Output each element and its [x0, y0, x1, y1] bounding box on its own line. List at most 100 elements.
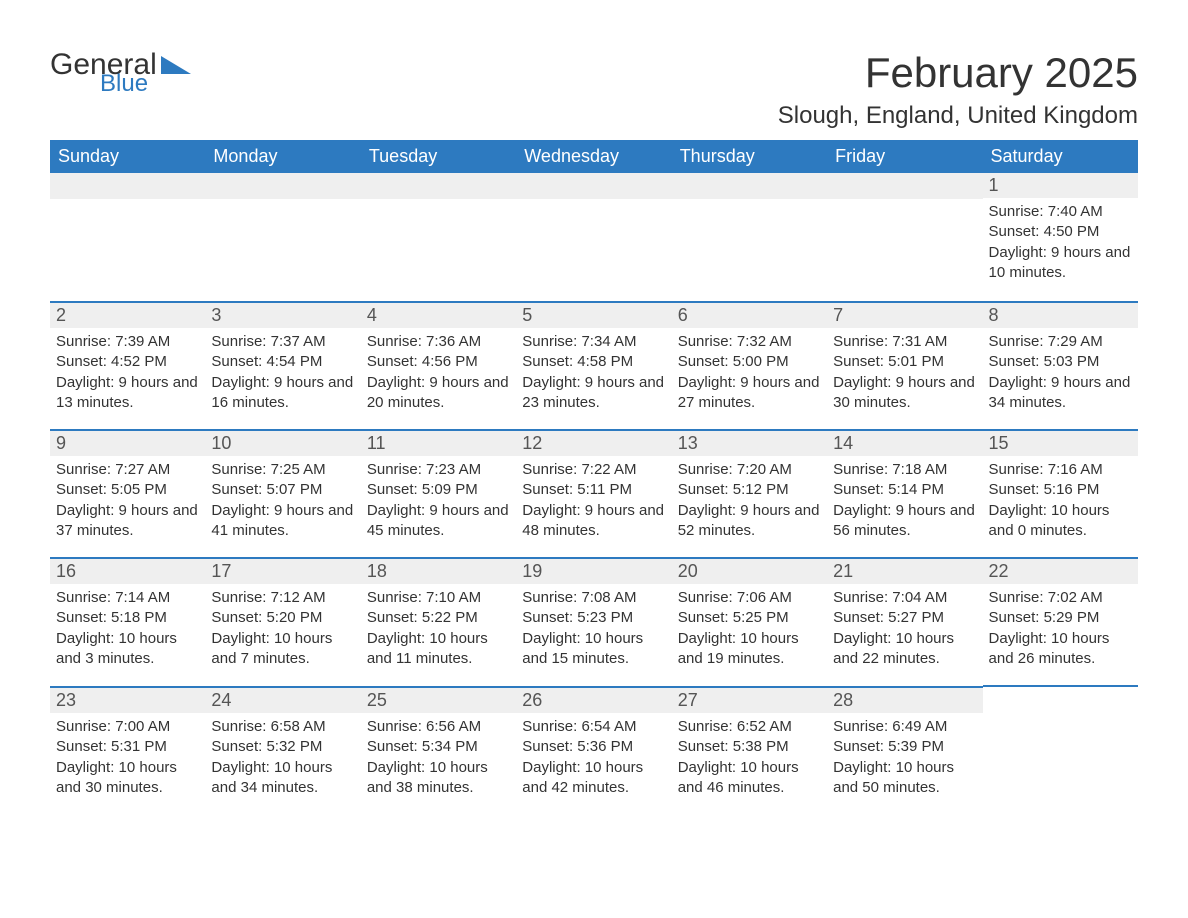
calendar-week-row: 2Sunrise: 7:39 AMSunset: 4:52 PMDaylight…: [50, 301, 1138, 429]
day-number: 21: [827, 557, 982, 584]
sunset-line: Sunset: 5:07 PM: [211, 480, 354, 500]
calendar-cell: 27Sunrise: 6:52 AMSunset: 5:38 PMDayligh…: [672, 686, 827, 815]
sunrise-line: Sunrise: 7:02 AM: [989, 588, 1132, 608]
sunrise-line: Sunrise: 7:39 AM: [56, 332, 199, 352]
daylight-line: Daylight: 10 hours and 50 minutes.: [833, 758, 976, 799]
calendar-body: 1Sunrise: 7:40 AMSunset: 4:50 PMDaylight…: [50, 173, 1138, 815]
calendar-cell: 7Sunrise: 7:31 AMSunset: 5:01 PMDaylight…: [827, 301, 982, 429]
calendar-cell: 16Sunrise: 7:14 AMSunset: 5:18 PMDayligh…: [50, 557, 205, 686]
calendar-cell: 11Sunrise: 7:23 AMSunset: 5:09 PMDayligh…: [361, 429, 516, 557]
day-details: Sunrise: 7:02 AMSunset: 5:29 PMDaylight:…: [983, 584, 1138, 677]
sunrise-line: Sunrise: 7:31 AM: [833, 332, 976, 352]
calendar-cell: 2Sunrise: 7:39 AMSunset: 4:52 PMDaylight…: [50, 301, 205, 429]
calendar-cell: 26Sunrise: 6:54 AMSunset: 5:36 PMDayligh…: [516, 686, 671, 815]
day-details: Sunrise: 7:27 AMSunset: 5:05 PMDaylight:…: [50, 456, 205, 549]
day-number: 26: [516, 686, 671, 713]
daylight-line: Daylight: 10 hours and 46 minutes.: [678, 758, 821, 799]
day-details: Sunrise: 7:14 AMSunset: 5:18 PMDaylight:…: [50, 584, 205, 677]
day-number: 4: [361, 301, 516, 328]
sunset-line: Sunset: 4:56 PM: [367, 352, 510, 372]
daylight-line: Daylight: 9 hours and 20 minutes.: [367, 373, 510, 414]
empty-cell: [516, 173, 671, 199]
day-details: Sunrise: 6:58 AMSunset: 5:32 PMDaylight:…: [205, 713, 360, 806]
day-details: Sunrise: 7:32 AMSunset: 5:00 PMDaylight:…: [672, 328, 827, 421]
sunset-line: Sunset: 5:39 PM: [833, 737, 976, 757]
sunrise-line: Sunrise: 7:04 AM: [833, 588, 976, 608]
daylight-line: Daylight: 10 hours and 15 minutes.: [522, 629, 665, 670]
daylight-line: Daylight: 10 hours and 0 minutes.: [989, 501, 1132, 542]
day-number: 7: [827, 301, 982, 328]
calendar-cell: [672, 173, 827, 301]
sunset-line: Sunset: 5:09 PM: [367, 480, 510, 500]
day-details: Sunrise: 7:06 AMSunset: 5:25 PMDaylight:…: [672, 584, 827, 677]
sunset-line: Sunset: 5:36 PM: [522, 737, 665, 757]
daylight-line: Daylight: 9 hours and 37 minutes.: [56, 501, 199, 542]
sunset-line: Sunset: 4:52 PM: [56, 352, 199, 372]
daylight-line: Daylight: 9 hours and 52 minutes.: [678, 501, 821, 542]
day-number: 14: [827, 429, 982, 456]
day-number: 11: [361, 429, 516, 456]
calendar-week-row: 16Sunrise: 7:14 AMSunset: 5:18 PMDayligh…: [50, 557, 1138, 686]
sunrise-line: Sunrise: 7:34 AM: [522, 332, 665, 352]
daylight-line: Daylight: 10 hours and 3 minutes.: [56, 629, 199, 670]
page-header: General Blue February 2025 Slough, Engla…: [50, 50, 1138, 130]
day-details: Sunrise: 7:40 AMSunset: 4:50 PMDaylight:…: [983, 198, 1138, 291]
day-details: Sunrise: 6:56 AMSunset: 5:34 PMDaylight:…: [361, 713, 516, 806]
daylight-line: Daylight: 9 hours and 13 minutes.: [56, 373, 199, 414]
sunrise-line: Sunrise: 7:12 AM: [211, 588, 354, 608]
empty-cell: [672, 173, 827, 199]
day-details: Sunrise: 7:31 AMSunset: 5:01 PMDaylight:…: [827, 328, 982, 421]
sunrise-line: Sunrise: 7:00 AM: [56, 717, 199, 737]
sunset-line: Sunset: 4:58 PM: [522, 352, 665, 372]
sunrise-line: Sunrise: 7:29 AM: [989, 332, 1132, 352]
calendar-cell: 14Sunrise: 7:18 AMSunset: 5:14 PMDayligh…: [827, 429, 982, 557]
sunset-line: Sunset: 5:03 PM: [989, 352, 1132, 372]
calendar-cell: 12Sunrise: 7:22 AMSunset: 5:11 PMDayligh…: [516, 429, 671, 557]
sunrise-line: Sunrise: 7:20 AM: [678, 460, 821, 480]
sunset-line: Sunset: 5:38 PM: [678, 737, 821, 757]
daylight-line: Daylight: 9 hours and 34 minutes.: [989, 373, 1132, 414]
day-details: Sunrise: 7:34 AMSunset: 4:58 PMDaylight:…: [516, 328, 671, 421]
calendar-cell: 13Sunrise: 7:20 AMSunset: 5:12 PMDayligh…: [672, 429, 827, 557]
day-number: 3: [205, 301, 360, 328]
sunrise-line: Sunrise: 7:14 AM: [56, 588, 199, 608]
daylight-line: Daylight: 10 hours and 42 minutes.: [522, 758, 665, 799]
sunrise-line: Sunrise: 7:27 AM: [56, 460, 199, 480]
sunset-line: Sunset: 5:14 PM: [833, 480, 976, 500]
calendar-cell: 28Sunrise: 6:49 AMSunset: 5:39 PMDayligh…: [827, 686, 982, 815]
calendar-cell: 3Sunrise: 7:37 AMSunset: 4:54 PMDaylight…: [205, 301, 360, 429]
day-details: Sunrise: 7:37 AMSunset: 4:54 PMDaylight:…: [205, 328, 360, 421]
logo-text-sub: Blue: [100, 72, 191, 96]
sunset-line: Sunset: 5:12 PM: [678, 480, 821, 500]
calendar-header-cell: Friday: [827, 140, 982, 173]
day-details: Sunrise: 7:20 AMSunset: 5:12 PMDaylight:…: [672, 456, 827, 549]
day-number: 12: [516, 429, 671, 456]
day-number: 10: [205, 429, 360, 456]
calendar-week-row: 23Sunrise: 7:00 AMSunset: 5:31 PMDayligh…: [50, 686, 1138, 815]
calendar-cell: 5Sunrise: 7:34 AMSunset: 4:58 PMDaylight…: [516, 301, 671, 429]
daylight-line: Daylight: 10 hours and 19 minutes.: [678, 629, 821, 670]
sunset-line: Sunset: 4:50 PM: [989, 222, 1132, 242]
sunset-line: Sunset: 5:32 PM: [211, 737, 354, 757]
sunrise-line: Sunrise: 7:16 AM: [989, 460, 1132, 480]
calendar-header-cell: Wednesday: [516, 140, 671, 173]
day-details: Sunrise: 6:49 AMSunset: 5:39 PMDaylight:…: [827, 713, 982, 806]
day-details: Sunrise: 7:10 AMSunset: 5:22 PMDaylight:…: [361, 584, 516, 677]
daylight-line: Daylight: 9 hours and 27 minutes.: [678, 373, 821, 414]
day-details: Sunrise: 6:52 AMSunset: 5:38 PMDaylight:…: [672, 713, 827, 806]
day-details: Sunrise: 7:18 AMSunset: 5:14 PMDaylight:…: [827, 456, 982, 549]
day-number: 25: [361, 686, 516, 713]
sunset-line: Sunset: 5:18 PM: [56, 608, 199, 628]
day-number: 27: [672, 686, 827, 713]
daylight-line: Daylight: 10 hours and 34 minutes.: [211, 758, 354, 799]
daylight-line: Daylight: 10 hours and 30 minutes.: [56, 758, 199, 799]
daylight-line: Daylight: 9 hours and 16 minutes.: [211, 373, 354, 414]
day-number: 22: [983, 557, 1138, 584]
day-number: 19: [516, 557, 671, 584]
sunrise-line: Sunrise: 7:08 AM: [522, 588, 665, 608]
day-number: 5: [516, 301, 671, 328]
day-number: 9: [50, 429, 205, 456]
daylight-line: Daylight: 9 hours and 41 minutes.: [211, 501, 354, 542]
sunset-line: Sunset: 5:22 PM: [367, 608, 510, 628]
calendar-cell: 6Sunrise: 7:32 AMSunset: 5:00 PMDaylight…: [672, 301, 827, 429]
